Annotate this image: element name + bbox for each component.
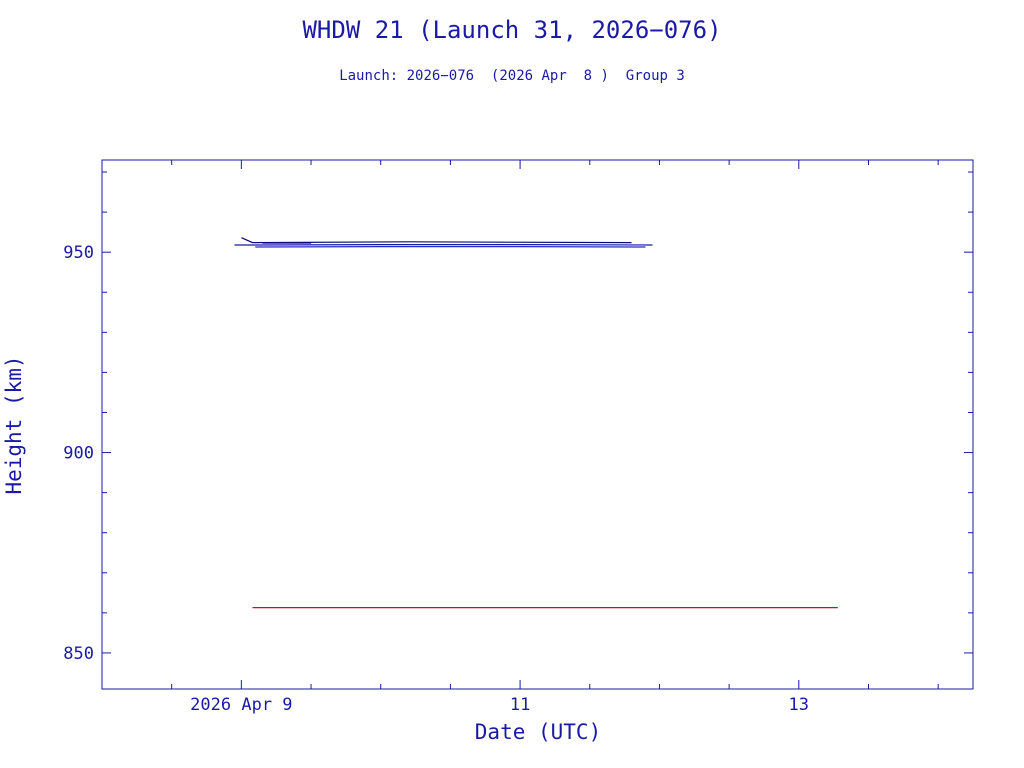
chart-subtitle: Launch: 2026−076 (2026 Apr 8 ) Group 3	[339, 68, 685, 84]
series-layer	[234, 237, 838, 609]
chart-title: WHDW 21 (Launch 31, 2026−076)	[302, 16, 721, 44]
y-axis-label: Height (km)	[2, 355, 26, 494]
x-tick-label: 13	[789, 695, 809, 715]
x-tick-label: 2026 Apr 9	[190, 695, 292, 715]
axis-ticks: 2026 Apr 9 11 13 850 900 950	[63, 160, 973, 715]
x-axis-label: Date (UTC)	[475, 720, 601, 744]
series-line-1	[241, 237, 632, 244]
y-tick-label: 950	[63, 243, 94, 263]
y-tick-label: 850	[63, 644, 94, 664]
x-tick-label: 11	[510, 695, 530, 715]
y-tick-label: 900	[63, 444, 94, 464]
plot-frame	[101, 159, 974, 690]
